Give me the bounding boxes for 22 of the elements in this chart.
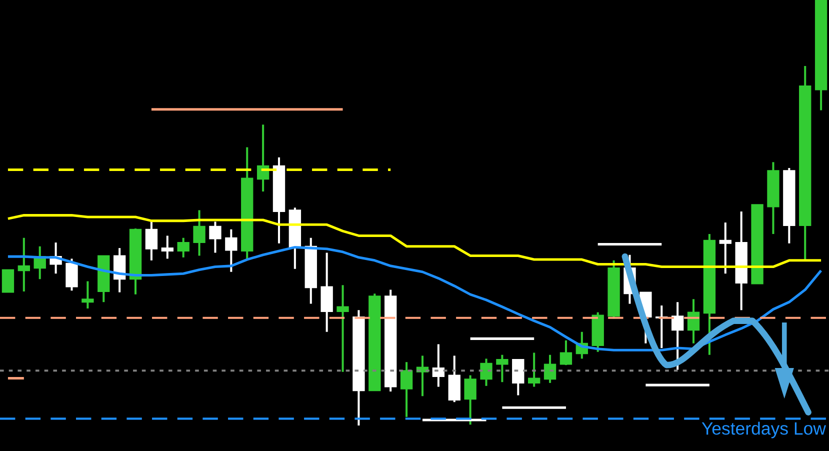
candlestick [719,222,732,275]
candlestick [464,374,476,426]
candlestick [2,269,14,293]
candlestick [18,236,30,292]
candlestick [209,220,222,254]
candlestick [400,361,413,418]
candlestick [480,358,492,387]
candlestick [544,354,556,384]
ref-line-label: Yesterdays Low [702,422,826,438]
candlestick [161,234,174,260]
candlestick [496,354,508,384]
candlestick [66,258,78,292]
candlestick [528,352,540,388]
candlestick [225,228,238,273]
candlestick [512,358,524,396]
candlestick [193,209,206,257]
candlestick [560,339,572,366]
candlestick [432,343,445,388]
candlestick [336,284,349,373]
candlestick [671,301,684,371]
candlestick [177,236,190,258]
candlestick [82,280,94,310]
